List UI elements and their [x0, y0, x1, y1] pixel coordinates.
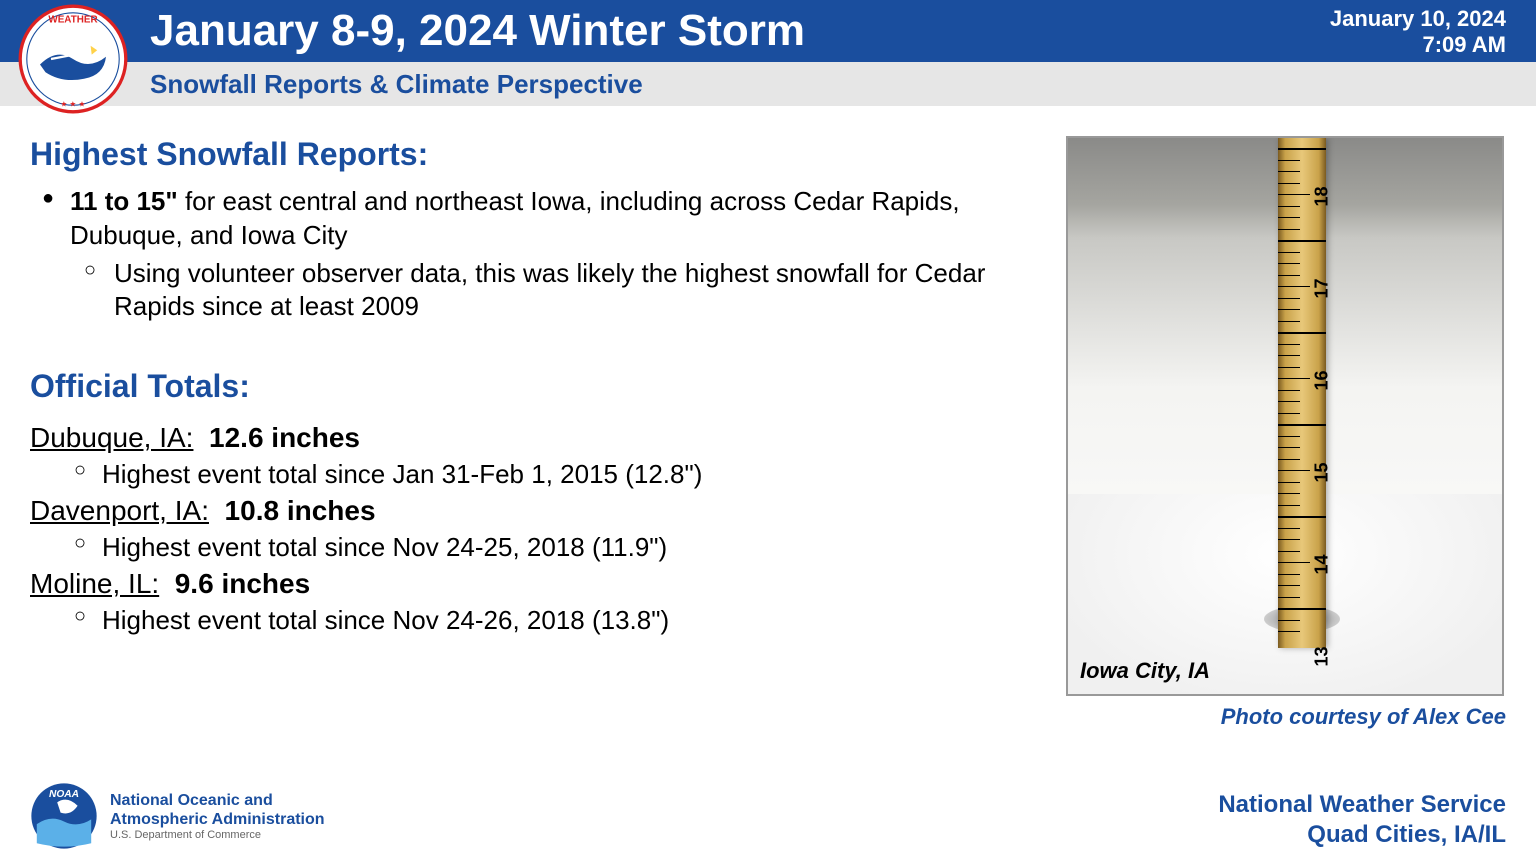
city-note: Highest event total since Jan 31-Feb 1, … [30, 457, 1036, 492]
city-value: 9.6 inches [175, 568, 310, 599]
header-datetime: January 10, 2024 7:09 AM [1330, 6, 1506, 58]
photo-credit: Photo courtesy of Alex Cee [1066, 704, 1506, 730]
city-value: 12.6 inches [209, 422, 360, 453]
svg-text:NOAA: NOAA [49, 789, 79, 800]
header-bar: January 8-9, 2024 Winter Storm January 1… [0, 0, 1536, 62]
noaa-name-1: National Oceanic and [110, 791, 325, 810]
reports-list: 11 to 15" for east central and northeast… [30, 185, 1036, 324]
city-note: Highest event total since Nov 24-26, 201… [30, 603, 1036, 638]
city-row: Moline, IL: 9.6 inches [30, 565, 1036, 603]
photo-location-label: Iowa City, IA [1080, 658, 1210, 684]
footer-office-line1: National Weather Service [1218, 790, 1506, 820]
svg-text:★ ★ ★: ★ ★ ★ [61, 99, 86, 108]
footer-office-line2: Quad Cities, IA/IL [1218, 820, 1506, 850]
city-row: Dubuque, IA: 12.6 inches [30, 419, 1036, 457]
svg-text:WEATHER: WEATHER [48, 15, 97, 26]
city-note: Highest event total since Nov 24-25, 201… [30, 530, 1036, 565]
noaa-name-2: Atmospheric Administration [110, 810, 325, 829]
page-title: January 8-9, 2024 Winter Storm [150, 6, 805, 56]
report-range: 11 to 15" [70, 186, 178, 216]
footer-noaa: NOAA National Oceanic and Atmospheric Ad… [30, 782, 325, 850]
totals-list: Dubuque, IA: 12.6 inches Highest event t… [30, 419, 1036, 638]
photo-ruler-snow: 181716151413 Iowa City, IA [1066, 136, 1504, 696]
nws-logo: WEATHER ★ ★ ★ [18, 4, 128, 114]
city-name: Moline, IL: [30, 568, 159, 599]
header-date: January 10, 2024 [1330, 6, 1506, 32]
footer-office: National Weather Service Quad Cities, IA… [1218, 790, 1506, 850]
city-value: 10.8 inches [225, 495, 376, 526]
report-item: 11 to 15" for east central and northeast… [30, 185, 1036, 324]
subtitle-bar: Snowfall Reports & Climate Perspective [0, 62, 1536, 106]
header-time: 7:09 AM [1330, 32, 1506, 58]
section-heading-reports: Highest Snowfall Reports: [30, 136, 1036, 173]
city-name: Dubuque, IA: [30, 422, 193, 453]
report-text: for east central and northeast Iowa, inc… [70, 186, 960, 250]
noaa-dept: U.S. Department of Commerce [110, 829, 325, 841]
section-heading-totals: Official Totals: [30, 368, 1036, 405]
page-subtitle: Snowfall Reports & Climate Perspective [150, 69, 643, 100]
noaa-logo: NOAA [30, 782, 98, 850]
city-name: Davenport, IA: [30, 495, 209, 526]
city-row: Davenport, IA: 10.8 inches [30, 492, 1036, 530]
report-subnote: Using volunteer observer data, this was … [70, 257, 1036, 325]
